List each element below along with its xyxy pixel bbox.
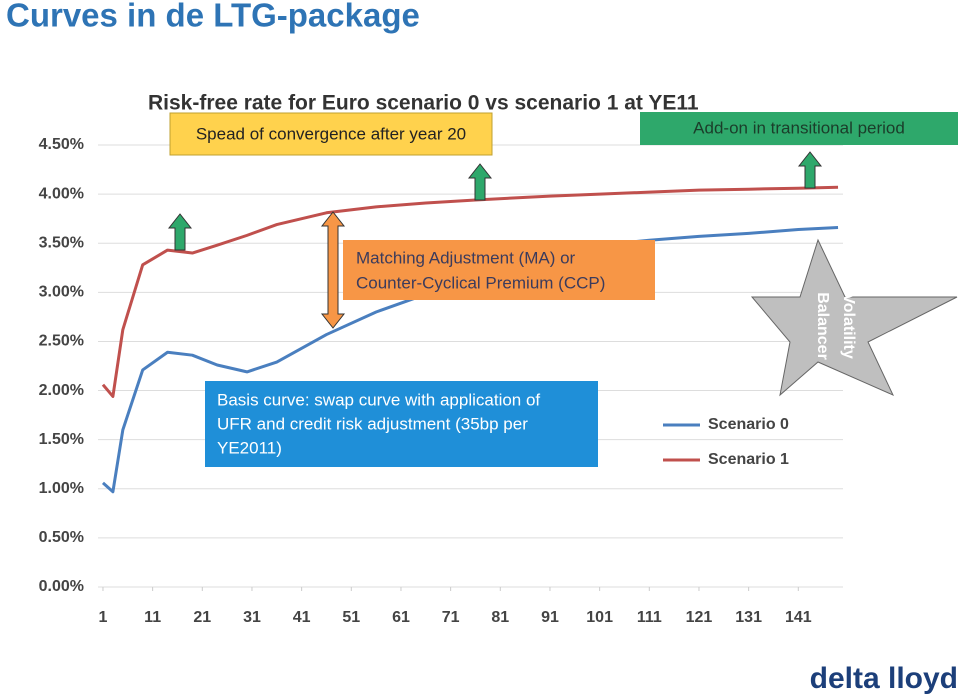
arrow-up [467,163,493,201]
annotation-box [205,381,598,467]
y-tick-label: 0.50% [39,529,84,546]
x-tick-label: 11 [144,609,161,626]
x-tick-label: 51 [342,609,360,626]
annotation-box [169,112,493,156]
y-tick-label: 2.00% [39,382,84,399]
annotation-box [343,240,655,300]
y-tick-label: 2.50% [39,333,84,350]
star [750,238,958,397]
y-tick-label: 3.00% [39,284,84,301]
x-tick-label: 101 [586,609,613,626]
series-line [101,226,839,494]
annotation-text: YE2011) [217,438,282,457]
annotation-text: Volatility [840,293,857,359]
x-tick-label: 141 [785,609,812,626]
annotation-text: Matching Adjustment (MA) or [356,248,576,267]
annotation-text: Spead of convergence after year 20 [196,124,466,143]
slide-title: Curves in de LTG-package [6,0,420,34]
x-tick-label: 111 [637,609,662,626]
arrow-up [797,151,823,189]
y-tick-label: 3.50% [39,234,84,251]
annotation-text: Balancer [814,292,831,360]
x-tick-label: 71 [442,609,460,626]
y-tick-label: 4.00% [39,185,84,202]
logo: delta lloyd [810,662,958,695]
chart-area [20,70,860,645]
annotation-text: Counter-Cyclical Premium (CCP) [356,273,605,292]
annotation-text: Add-on in transitional period [693,118,905,137]
y-tick-label: 1.50% [39,431,84,448]
x-tick-label: 21 [193,609,211,626]
y-tick-label: 1.00% [39,480,84,497]
arrow-up [167,213,193,251]
x-tick-label: 81 [491,609,509,626]
annotation-box [640,112,958,145]
x-tick-label: 121 [686,609,713,626]
x-tick-label: 41 [293,609,311,626]
arrows [167,151,823,329]
legend-label: Scenario 0 [708,416,789,433]
x-tick-label: 91 [541,609,559,626]
x-tick-label: 1 [99,609,108,626]
y-tick-label: 4.50% [39,136,84,153]
series-line [101,185,839,398]
x-tick-label: 31 [243,609,261,626]
annotation-text: UFR and credit risk adjustment (35bp per [217,414,528,433]
x-tick-label: 131 [735,609,762,626]
arrow-double [320,211,346,329]
y-tick-label: 0.00% [39,578,84,595]
chart-title: Risk-free rate for Euro scenario 0 vs sc… [148,92,699,115]
annotation-text: Basis curve: swap curve with application… [217,390,540,409]
legend-label: Scenario 1 [708,451,789,468]
x-tick-label: 61 [392,609,410,626]
